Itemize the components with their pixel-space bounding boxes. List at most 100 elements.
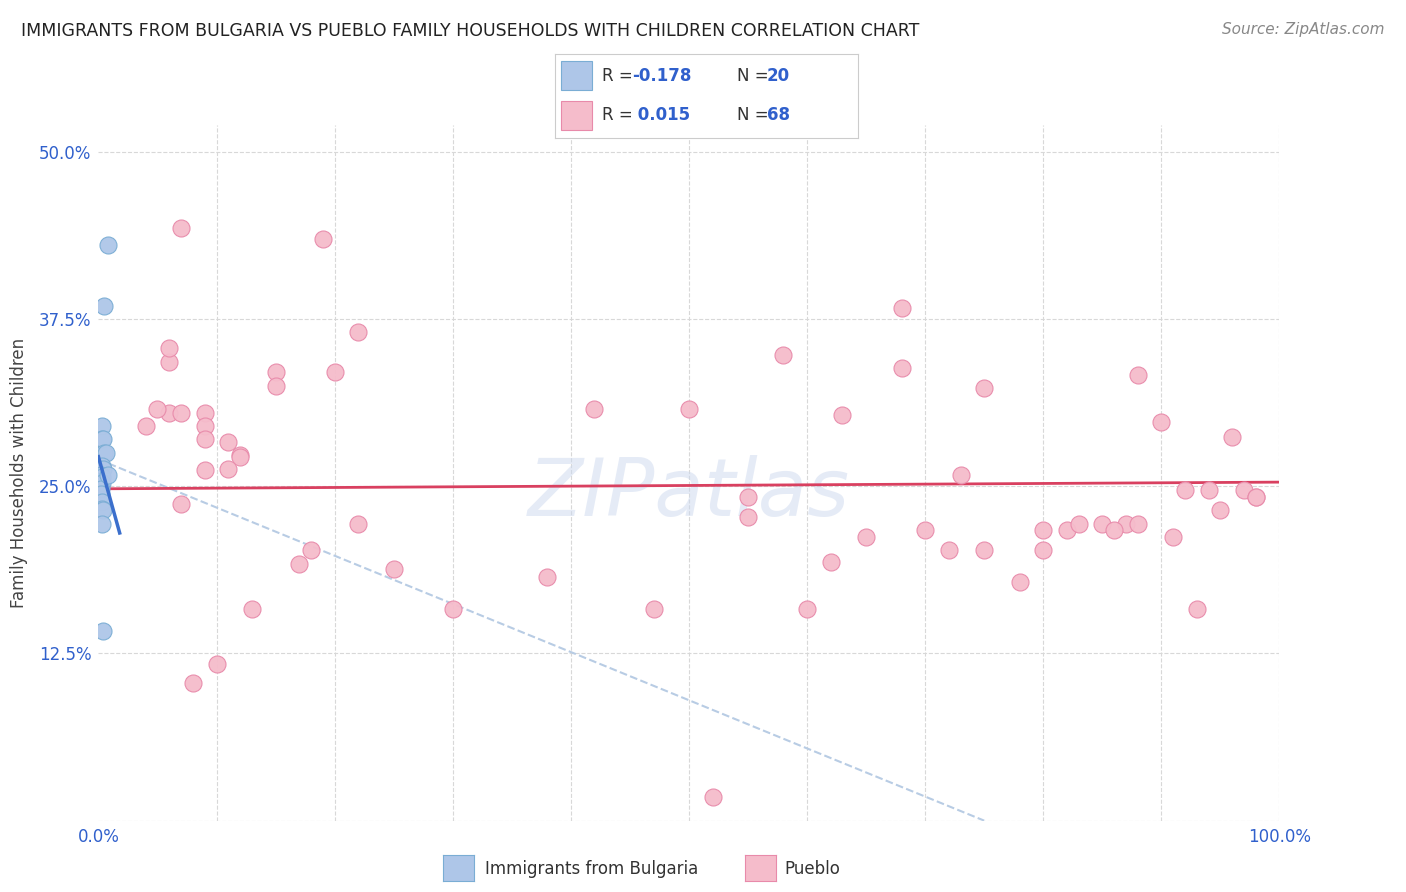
Point <box>264 378 287 392</box>
Point <box>1244 490 1267 504</box>
Point <box>1161 530 1184 544</box>
Point <box>536 570 558 584</box>
Point <box>1198 483 1220 498</box>
Point <box>170 221 193 235</box>
Point <box>157 342 180 356</box>
Point <box>1126 516 1149 531</box>
Point <box>90 468 112 483</box>
Point <box>1032 523 1054 537</box>
Point <box>737 490 759 504</box>
Point <box>938 543 960 558</box>
Point <box>157 355 180 369</box>
Point <box>855 530 877 544</box>
Point <box>1067 516 1090 531</box>
Point <box>1032 543 1054 558</box>
Point <box>1115 516 1137 531</box>
FancyBboxPatch shape <box>561 62 592 90</box>
Point <box>312 232 335 246</box>
Point <box>205 657 228 671</box>
Point <box>643 602 665 616</box>
Point <box>97 238 120 252</box>
Point <box>737 510 759 524</box>
Y-axis label: Family Households with Children: Family Households with Children <box>10 338 28 607</box>
Point <box>91 470 114 484</box>
Point <box>1056 523 1078 537</box>
Point <box>796 602 818 616</box>
Point <box>1233 483 1256 498</box>
Point <box>299 543 322 558</box>
Point <box>146 401 169 416</box>
Point <box>1174 483 1197 498</box>
Point <box>217 435 239 450</box>
Text: -0.178: -0.178 <box>633 67 692 85</box>
Point <box>347 516 370 531</box>
Point <box>91 419 114 434</box>
Point <box>94 446 117 460</box>
Point <box>170 406 193 420</box>
Point <box>135 419 157 434</box>
Point <box>890 361 912 376</box>
Point <box>1220 430 1243 444</box>
Point <box>1150 415 1173 429</box>
Point <box>91 476 114 491</box>
Text: Immigrants from Bulgaria: Immigrants from Bulgaria <box>485 860 699 878</box>
Point <box>831 409 853 423</box>
Point <box>1008 575 1031 590</box>
Point <box>170 496 193 510</box>
Point <box>93 299 115 313</box>
Point <box>194 433 217 447</box>
FancyBboxPatch shape <box>561 101 592 130</box>
Text: R =: R = <box>602 67 638 85</box>
Point <box>1209 503 1232 517</box>
Point <box>1185 602 1208 616</box>
Point <box>97 468 120 483</box>
Point <box>90 487 112 501</box>
Text: ZIPatlas: ZIPatlas <box>527 455 851 533</box>
Point <box>194 463 217 477</box>
Point <box>91 462 114 476</box>
Point <box>914 523 936 537</box>
Text: 0.015: 0.015 <box>633 106 690 124</box>
Point <box>288 557 311 571</box>
Point <box>157 406 180 420</box>
Text: N =: N = <box>737 67 773 85</box>
Point <box>973 543 995 558</box>
Point <box>229 450 252 464</box>
Point <box>702 789 724 804</box>
Point <box>583 401 606 416</box>
Point <box>91 501 114 516</box>
Point <box>1091 516 1114 531</box>
Point <box>93 446 115 460</box>
Point <box>382 562 405 576</box>
Point <box>973 382 995 396</box>
Text: Source: ZipAtlas.com: Source: ZipAtlas.com <box>1222 22 1385 37</box>
Point <box>91 459 114 474</box>
Point <box>772 348 794 362</box>
Point <box>217 462 239 476</box>
Point <box>91 516 114 531</box>
Text: N =: N = <box>737 106 773 124</box>
Text: 68: 68 <box>768 106 790 124</box>
Point <box>264 366 287 380</box>
Text: Pueblo: Pueblo <box>785 860 841 878</box>
Point <box>441 602 464 616</box>
Text: R =: R = <box>602 106 638 124</box>
Point <box>91 433 114 447</box>
Point <box>820 555 842 570</box>
Point <box>347 326 370 340</box>
Point <box>90 482 112 496</box>
Point <box>91 624 114 638</box>
Point <box>890 301 912 316</box>
Point <box>194 406 217 420</box>
Point <box>240 602 263 616</box>
Point <box>91 433 114 447</box>
Point <box>678 401 700 416</box>
Text: 20: 20 <box>768 67 790 85</box>
Text: IMMIGRANTS FROM BULGARIA VS PUEBLO FAMILY HOUSEHOLDS WITH CHILDREN CORRELATION C: IMMIGRANTS FROM BULGARIA VS PUEBLO FAMIL… <box>21 22 920 40</box>
Point <box>1244 490 1267 504</box>
Point <box>194 419 217 434</box>
Point <box>323 366 346 380</box>
Point <box>949 468 972 483</box>
Point <box>91 495 114 509</box>
Point <box>1126 368 1149 382</box>
